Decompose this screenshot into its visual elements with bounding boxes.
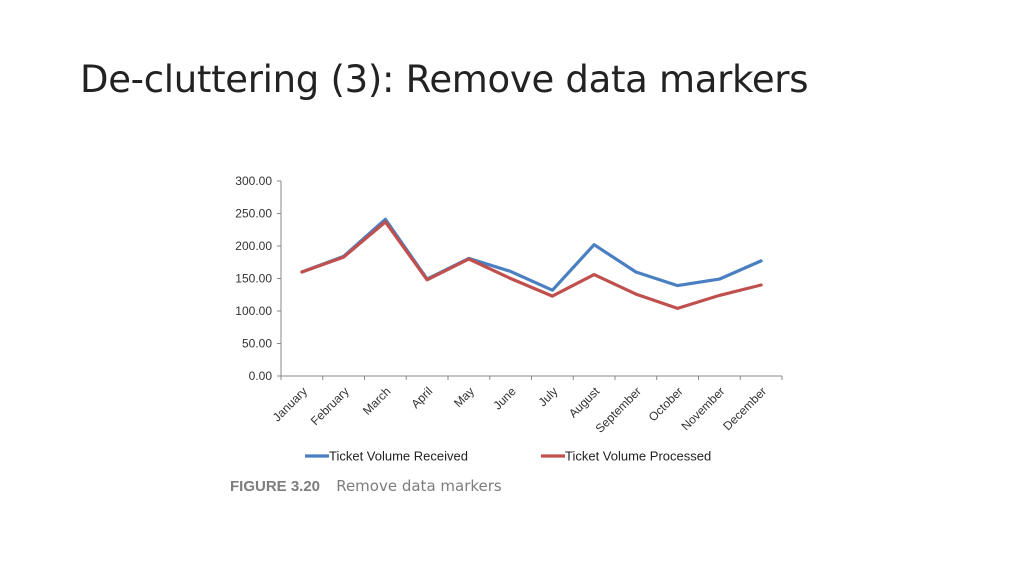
x-tick-label: November [678, 384, 727, 433]
x-tick-label: April [408, 384, 435, 411]
y-tick-label: 200.00 [235, 239, 272, 253]
x-tick-label: May [451, 384, 477, 410]
x-tick-label: August [566, 384, 603, 421]
series-line-1 [300, 217, 763, 292]
x-tick-label: March [360, 384, 393, 417]
x-tick-label: June [490, 384, 519, 413]
y-tick-label: 250.00 [235, 207, 272, 221]
y-tick-label: 50.00 [242, 337, 272, 351]
y-tick-label: 100.00 [235, 304, 272, 318]
x-tick-label: October [646, 384, 686, 424]
legend-label: Ticket Volume Processed [565, 449, 711, 464]
y-tick-label: 0.00 [249, 369, 273, 383]
legend: Ticket Volume Received Ticket Volume Proc… [305, 449, 711, 464]
legend-label: Ticket Volume Received [329, 449, 468, 464]
y-tick-label: 300.00 [235, 174, 272, 188]
y-tick-labels: 0.00 50.00 100.00 150.00 200.00 250.00 300.00 [235, 174, 272, 383]
x-tick-label: February [308, 384, 352, 428]
chart-axes [277, 180, 783, 380]
figure-number: FIGURE 3.20 [230, 478, 321, 495]
series-lines [300, 217, 763, 310]
x-tick-label: January [270, 384, 310, 424]
series-line-2 [300, 220, 763, 310]
figure-caption-text: Remove data markers [336, 477, 502, 495]
figure-caption: FIGURE 3.20 Remove data markers [230, 477, 502, 495]
y-tick-label: 150.00 [235, 272, 272, 286]
x-tick-label: December [720, 384, 769, 433]
x-tick-label: July [536, 384, 561, 409]
slide-title: De-cluttering (3): Remove data markers [80, 58, 809, 101]
x-tick-label: September [593, 384, 644, 435]
